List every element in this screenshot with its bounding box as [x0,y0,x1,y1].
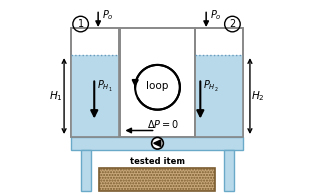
Text: 2: 2 [229,19,236,29]
Bar [71,28,118,137]
Text: $P_o$: $P_o$ [102,8,113,22]
Bar [81,150,91,191]
Bar [71,55,118,137]
Bar [224,150,234,191]
Bar [120,28,195,137]
Text: $P_{H_1}$: $P_{H_1}$ [97,79,113,94]
Bar [195,28,243,137]
Circle shape [152,137,163,149]
Bar [99,168,215,191]
Bar [120,28,195,137]
Text: loop: loop [146,81,169,91]
Bar [195,55,243,137]
Text: tested item: tested item [130,157,185,166]
Text: $P_o$: $P_o$ [210,8,221,22]
Polygon shape [154,140,161,146]
Text: 1: 1 [77,19,84,29]
Bar [195,28,243,137]
Bar [71,137,243,150]
Bar [71,28,118,137]
Text: $P_{H_2}$: $P_{H_2}$ [203,79,219,94]
Text: $\Delta P = 0$: $\Delta P = 0$ [147,118,179,130]
Text: $H_2$: $H_2$ [251,89,265,103]
Text: $H_1$: $H_1$ [49,89,63,103]
